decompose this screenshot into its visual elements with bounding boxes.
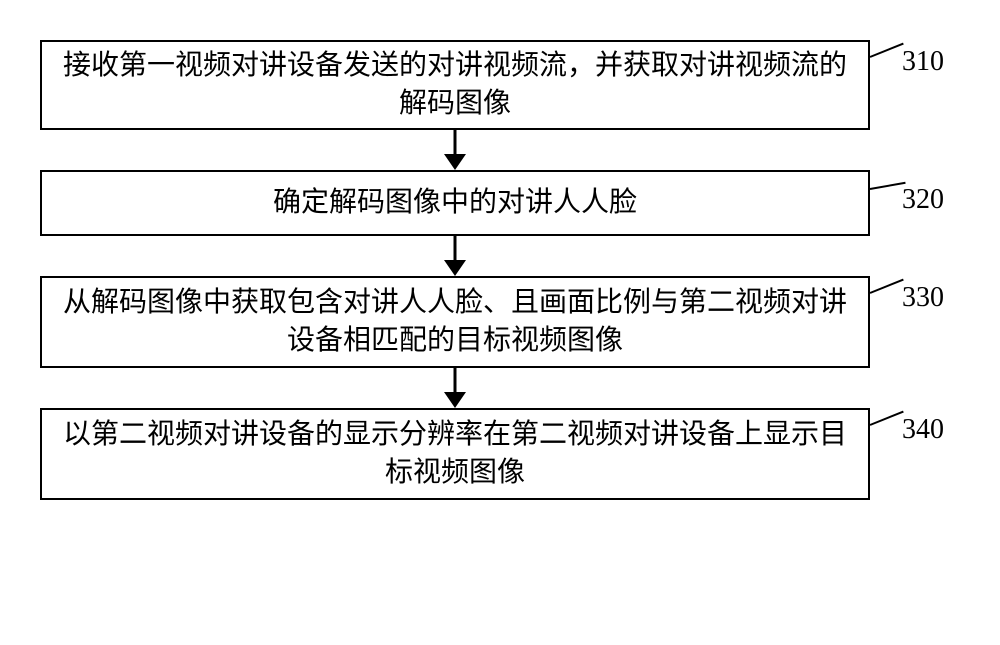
ref-number-340: 340 (902, 414, 944, 446)
arrow-shaft (454, 130, 457, 156)
ref-leader (870, 43, 904, 58)
arrow-head-icon (444, 392, 466, 408)
arrow-shaft (454, 368, 457, 394)
flow-step-row: 从解码图像中获取包含对讲人人脸、且画面比例与第二视频对讲设备相匹配的目标视频图像… (30, 276, 970, 368)
flow-arrow (30, 130, 970, 170)
ref-leader (870, 411, 904, 426)
ref-number-320: 320 (902, 184, 944, 216)
ref-number-310: 310 (902, 46, 944, 78)
ref-leader (870, 182, 906, 190)
flowchart: 接收第一视频对讲设备发送的对讲视频流，并获取对讲视频流的解码图像 310 确定解码图… (30, 40, 970, 500)
arrow-head-icon (444, 260, 466, 276)
ref-number-330: 330 (902, 282, 944, 314)
flow-step-text: 接收第一视频对讲设备发送的对讲视频流，并获取对讲视频流的解码图像 (42, 41, 868, 129)
flow-arrow (30, 368, 970, 408)
arrow-shaft (454, 236, 457, 262)
flow-step-row: 接收第一视频对讲设备发送的对讲视频流，并获取对讲视频流的解码图像 310 (30, 40, 970, 130)
flow-step-row: 以第二视频对讲设备的显示分辨率在第二视频对讲设备上显示目标视频图像 340 (30, 408, 970, 500)
flow-step-text: 确定解码图像中的对讲人人脸 (263, 178, 647, 228)
flow-step-330: 从解码图像中获取包含对讲人人脸、且画面比例与第二视频对讲设备相匹配的目标视频图像 (40, 276, 870, 368)
flow-step-text: 以第二视频对讲设备的显示分辨率在第二视频对讲设备上显示目标视频图像 (42, 410, 868, 498)
flow-step-310: 接收第一视频对讲设备发送的对讲视频流，并获取对讲视频流的解码图像 (40, 40, 870, 130)
flow-step-340: 以第二视频对讲设备的显示分辨率在第二视频对讲设备上显示目标视频图像 (40, 408, 870, 500)
flow-arrow (30, 236, 970, 276)
ref-leader (870, 279, 904, 294)
flow-step-row: 确定解码图像中的对讲人人脸 320 (30, 170, 970, 236)
flow-step-text: 从解码图像中获取包含对讲人人脸、且画面比例与第二视频对讲设备相匹配的目标视频图像 (42, 278, 868, 366)
arrow-head-icon (444, 154, 466, 170)
flow-step-320: 确定解码图像中的对讲人人脸 (40, 170, 870, 236)
